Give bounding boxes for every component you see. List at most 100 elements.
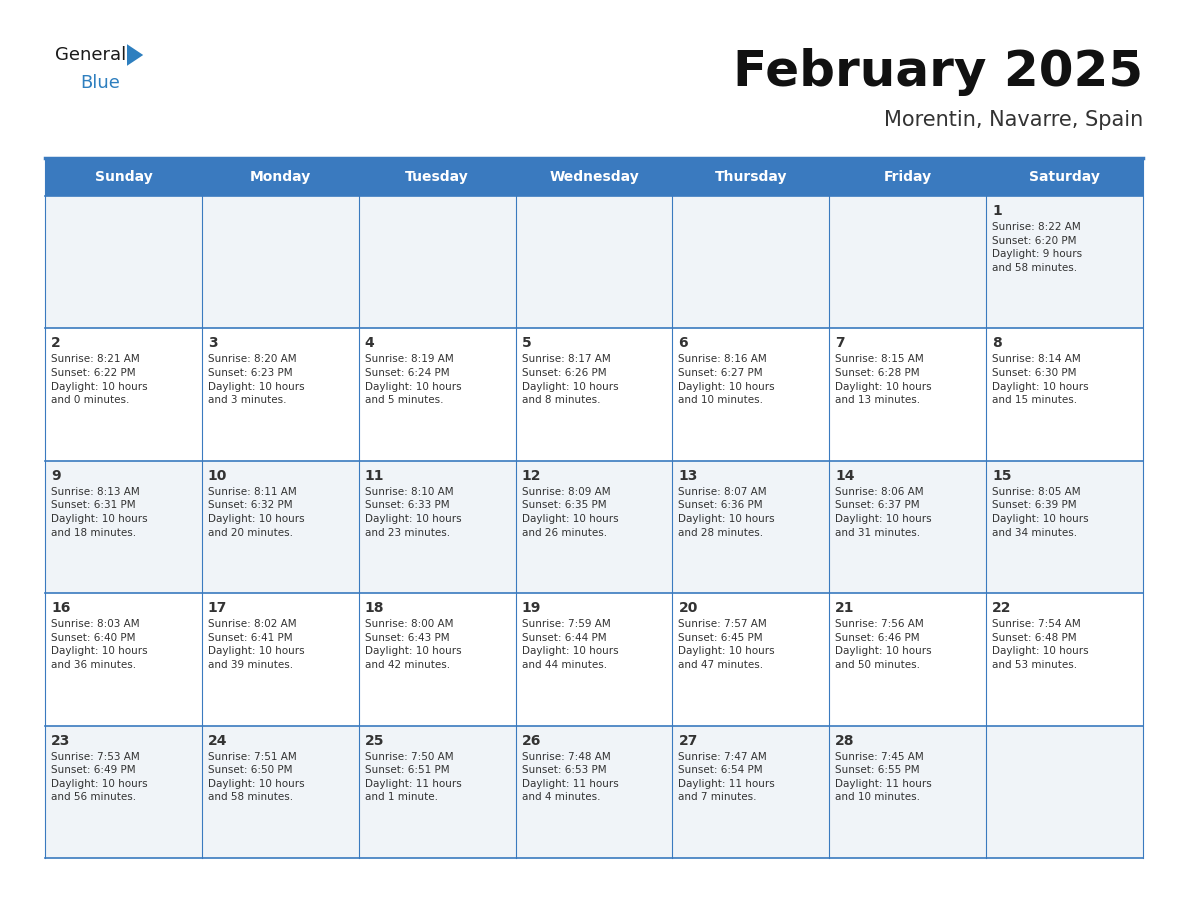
Text: Sunrise: 8:10 AM
Sunset: 6:33 PM
Daylight: 10 hours
and 23 minutes.: Sunrise: 8:10 AM Sunset: 6:33 PM Dayligh… xyxy=(365,487,461,538)
Bar xyxy=(829,593,986,725)
Bar xyxy=(45,196,202,329)
Text: 17: 17 xyxy=(208,601,227,615)
Text: 2: 2 xyxy=(51,336,61,351)
Bar xyxy=(45,593,202,725)
Bar xyxy=(986,593,1143,725)
Bar xyxy=(986,461,1143,593)
Polygon shape xyxy=(127,44,144,66)
Bar xyxy=(829,725,986,858)
Text: Sunrise: 8:05 AM
Sunset: 6:39 PM
Daylight: 10 hours
and 34 minutes.: Sunrise: 8:05 AM Sunset: 6:39 PM Dayligh… xyxy=(992,487,1088,538)
Bar xyxy=(359,329,516,461)
Text: General: General xyxy=(55,46,126,64)
Text: 18: 18 xyxy=(365,601,384,615)
Text: Sunrise: 8:21 AM
Sunset: 6:22 PM
Daylight: 10 hours
and 0 minutes.: Sunrise: 8:21 AM Sunset: 6:22 PM Dayligh… xyxy=(51,354,147,405)
Text: 21: 21 xyxy=(835,601,855,615)
Text: 6: 6 xyxy=(678,336,688,351)
Text: Sunrise: 8:11 AM
Sunset: 6:32 PM
Daylight: 10 hours
and 20 minutes.: Sunrise: 8:11 AM Sunset: 6:32 PM Dayligh… xyxy=(208,487,304,538)
Text: Sunrise: 7:47 AM
Sunset: 6:54 PM
Daylight: 11 hours
and 7 minutes.: Sunrise: 7:47 AM Sunset: 6:54 PM Dayligh… xyxy=(678,752,776,802)
Text: Sunrise: 7:54 AM
Sunset: 6:48 PM
Daylight: 10 hours
and 53 minutes.: Sunrise: 7:54 AM Sunset: 6:48 PM Dayligh… xyxy=(992,620,1088,670)
Bar xyxy=(986,725,1143,858)
Text: 12: 12 xyxy=(522,469,541,483)
Bar xyxy=(829,158,986,196)
Text: Sunrise: 8:06 AM
Sunset: 6:37 PM
Daylight: 10 hours
and 31 minutes.: Sunrise: 8:06 AM Sunset: 6:37 PM Dayligh… xyxy=(835,487,931,538)
Text: Thursday: Thursday xyxy=(715,170,788,184)
Text: 19: 19 xyxy=(522,601,541,615)
Bar xyxy=(829,329,986,461)
Text: 23: 23 xyxy=(51,733,70,747)
Text: 1: 1 xyxy=(992,204,1001,218)
Text: Wednesday: Wednesday xyxy=(549,170,639,184)
Bar xyxy=(829,196,986,329)
Text: Sunrise: 8:14 AM
Sunset: 6:30 PM
Daylight: 10 hours
and 15 minutes.: Sunrise: 8:14 AM Sunset: 6:30 PM Dayligh… xyxy=(992,354,1088,405)
Text: Sunrise: 8:15 AM
Sunset: 6:28 PM
Daylight: 10 hours
and 13 minutes.: Sunrise: 8:15 AM Sunset: 6:28 PM Dayligh… xyxy=(835,354,931,405)
Text: 26: 26 xyxy=(522,733,541,747)
Text: Sunrise: 8:00 AM
Sunset: 6:43 PM
Daylight: 10 hours
and 42 minutes.: Sunrise: 8:00 AM Sunset: 6:43 PM Dayligh… xyxy=(365,620,461,670)
Text: 15: 15 xyxy=(992,469,1012,483)
Bar xyxy=(202,461,359,593)
Text: Sunrise: 7:45 AM
Sunset: 6:55 PM
Daylight: 11 hours
and 10 minutes.: Sunrise: 7:45 AM Sunset: 6:55 PM Dayligh… xyxy=(835,752,933,802)
Bar xyxy=(672,196,829,329)
Bar xyxy=(672,158,829,196)
Text: 10: 10 xyxy=(208,469,227,483)
Text: Sunrise: 8:16 AM
Sunset: 6:27 PM
Daylight: 10 hours
and 10 minutes.: Sunrise: 8:16 AM Sunset: 6:27 PM Dayligh… xyxy=(678,354,775,405)
Text: Sunrise: 8:19 AM
Sunset: 6:24 PM
Daylight: 10 hours
and 5 minutes.: Sunrise: 8:19 AM Sunset: 6:24 PM Dayligh… xyxy=(365,354,461,405)
Text: 20: 20 xyxy=(678,601,697,615)
Text: Sunrise: 7:57 AM
Sunset: 6:45 PM
Daylight: 10 hours
and 47 minutes.: Sunrise: 7:57 AM Sunset: 6:45 PM Dayligh… xyxy=(678,620,775,670)
Text: 27: 27 xyxy=(678,733,697,747)
Text: 11: 11 xyxy=(365,469,384,483)
Text: 14: 14 xyxy=(835,469,855,483)
Bar xyxy=(45,158,202,196)
Text: Friday: Friday xyxy=(884,170,931,184)
Bar xyxy=(829,461,986,593)
Text: 24: 24 xyxy=(208,733,227,747)
Bar xyxy=(202,158,359,196)
Bar xyxy=(516,461,672,593)
Text: Sunrise: 8:02 AM
Sunset: 6:41 PM
Daylight: 10 hours
and 39 minutes.: Sunrise: 8:02 AM Sunset: 6:41 PM Dayligh… xyxy=(208,620,304,670)
Text: February 2025: February 2025 xyxy=(733,48,1143,96)
Text: Tuesday: Tuesday xyxy=(405,170,469,184)
Text: Sunrise: 8:20 AM
Sunset: 6:23 PM
Daylight: 10 hours
and 3 minutes.: Sunrise: 8:20 AM Sunset: 6:23 PM Dayligh… xyxy=(208,354,304,405)
Bar xyxy=(986,196,1143,329)
Bar xyxy=(202,196,359,329)
Text: Sunrise: 8:22 AM
Sunset: 6:20 PM
Daylight: 9 hours
and 58 minutes.: Sunrise: 8:22 AM Sunset: 6:20 PM Dayligh… xyxy=(992,222,1082,273)
Text: Sunrise: 7:51 AM
Sunset: 6:50 PM
Daylight: 10 hours
and 58 minutes.: Sunrise: 7:51 AM Sunset: 6:50 PM Dayligh… xyxy=(208,752,304,802)
Text: Sunrise: 7:56 AM
Sunset: 6:46 PM
Daylight: 10 hours
and 50 minutes.: Sunrise: 7:56 AM Sunset: 6:46 PM Dayligh… xyxy=(835,620,931,670)
Bar xyxy=(516,158,672,196)
Text: Sunrise: 8:13 AM
Sunset: 6:31 PM
Daylight: 10 hours
and 18 minutes.: Sunrise: 8:13 AM Sunset: 6:31 PM Dayligh… xyxy=(51,487,147,538)
Bar xyxy=(45,725,202,858)
Bar xyxy=(986,158,1143,196)
Text: 8: 8 xyxy=(992,336,1001,351)
Text: Sunrise: 7:53 AM
Sunset: 6:49 PM
Daylight: 10 hours
and 56 minutes.: Sunrise: 7:53 AM Sunset: 6:49 PM Dayligh… xyxy=(51,752,147,802)
Text: 7: 7 xyxy=(835,336,845,351)
Bar xyxy=(359,461,516,593)
Text: Monday: Monday xyxy=(249,170,311,184)
Text: 13: 13 xyxy=(678,469,697,483)
Bar xyxy=(672,593,829,725)
Text: 28: 28 xyxy=(835,733,855,747)
Bar xyxy=(202,725,359,858)
Text: Sunrise: 7:59 AM
Sunset: 6:44 PM
Daylight: 10 hours
and 44 minutes.: Sunrise: 7:59 AM Sunset: 6:44 PM Dayligh… xyxy=(522,620,618,670)
Text: 3: 3 xyxy=(208,336,217,351)
Text: Sunrise: 7:50 AM
Sunset: 6:51 PM
Daylight: 11 hours
and 1 minute.: Sunrise: 7:50 AM Sunset: 6:51 PM Dayligh… xyxy=(365,752,461,802)
Bar xyxy=(516,593,672,725)
Text: Sunrise: 7:48 AM
Sunset: 6:53 PM
Daylight: 11 hours
and 4 minutes.: Sunrise: 7:48 AM Sunset: 6:53 PM Dayligh… xyxy=(522,752,618,802)
Bar xyxy=(359,196,516,329)
Bar xyxy=(359,158,516,196)
Text: Sunrise: 8:17 AM
Sunset: 6:26 PM
Daylight: 10 hours
and 8 minutes.: Sunrise: 8:17 AM Sunset: 6:26 PM Dayligh… xyxy=(522,354,618,405)
Text: Blue: Blue xyxy=(80,74,120,92)
Text: 4: 4 xyxy=(365,336,374,351)
Bar xyxy=(45,329,202,461)
Bar xyxy=(672,461,829,593)
Text: 16: 16 xyxy=(51,601,70,615)
Bar xyxy=(672,725,829,858)
Bar xyxy=(516,725,672,858)
Text: 9: 9 xyxy=(51,469,61,483)
Bar xyxy=(672,329,829,461)
Bar xyxy=(359,725,516,858)
Text: 22: 22 xyxy=(992,601,1012,615)
Bar xyxy=(516,329,672,461)
Text: Sunrise: 8:07 AM
Sunset: 6:36 PM
Daylight: 10 hours
and 28 minutes.: Sunrise: 8:07 AM Sunset: 6:36 PM Dayligh… xyxy=(678,487,775,538)
Bar xyxy=(202,593,359,725)
Bar xyxy=(202,329,359,461)
Bar xyxy=(986,329,1143,461)
